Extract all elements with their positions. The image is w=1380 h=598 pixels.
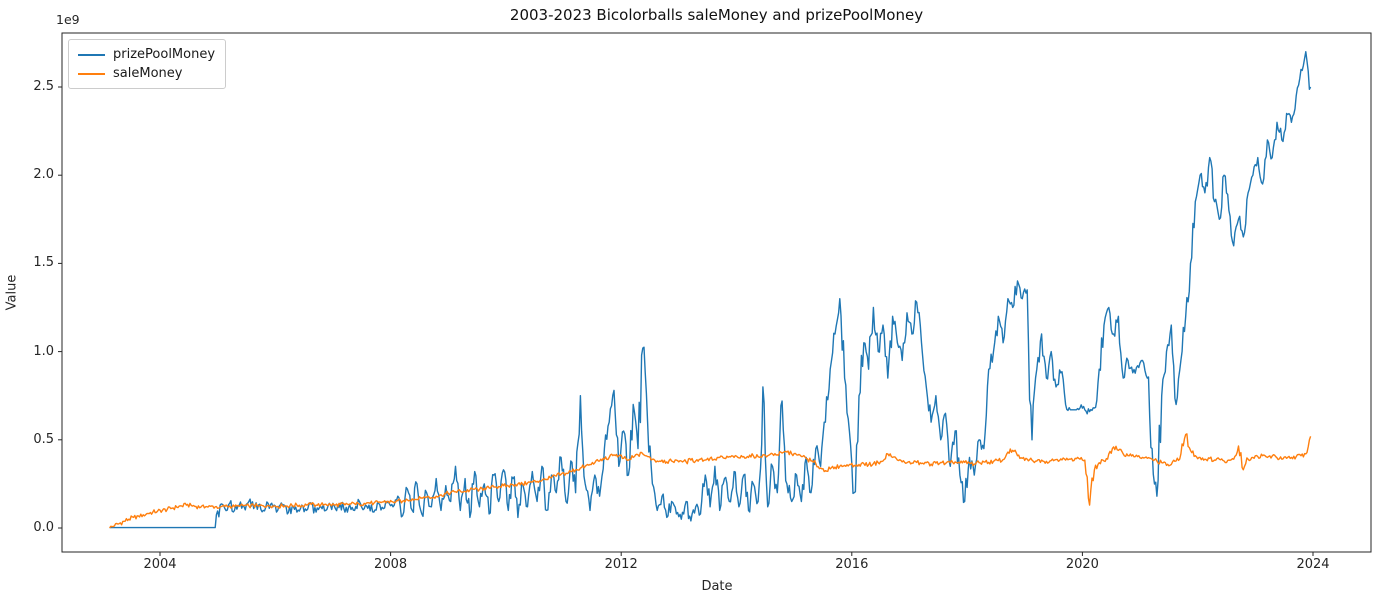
series-line-saleMoney bbox=[109, 433, 1312, 529]
legend-line-swatch bbox=[78, 72, 105, 75]
axis-tick-marks bbox=[58, 86, 1314, 556]
y-tick-label: 0.0 bbox=[33, 520, 54, 535]
legend-label: saleMoney bbox=[113, 66, 183, 81]
chart-title: 2003-2023 Bicolorballs saleMoney and pri… bbox=[509, 6, 924, 24]
x-axis-label: Date bbox=[701, 579, 733, 594]
x-tick-label: 2016 bbox=[835, 557, 869, 572]
y-tick-label: 1.5 bbox=[33, 255, 54, 271]
x-tick-label: 2020 bbox=[1065, 557, 1099, 572]
legend-label: prizePoolMoney bbox=[113, 47, 216, 62]
y-axis-label: Value bbox=[4, 274, 20, 311]
x-tick-label: 2024 bbox=[1296, 557, 1330, 572]
y-tick-label: 2.5 bbox=[33, 79, 54, 94]
x-tick-label: 2012 bbox=[604, 557, 638, 572]
legend: prizePoolMoney saleMoney bbox=[68, 39, 227, 89]
legend-line-swatch bbox=[78, 53, 105, 56]
x-tick-label: 2004 bbox=[143, 557, 177, 572]
legend-entry-saleMoney: saleMoney bbox=[78, 64, 215, 83]
y-tick-label: 1.0 bbox=[33, 343, 54, 359]
y-axis-offset-label: 1e9 bbox=[56, 12, 80, 27]
y-tick-label: 2.0 bbox=[33, 167, 54, 183]
x-tick-label: 2008 bbox=[374, 557, 408, 572]
y-tick-label: 0.5 bbox=[33, 431, 54, 447]
legend-entry-prizePoolMoney: prizePoolMoney bbox=[78, 45, 215, 64]
axes-spines bbox=[61, 32, 1372, 553]
series-lines bbox=[109, 51, 1312, 529]
series-line-prizePoolMoney bbox=[109, 51, 1312, 529]
